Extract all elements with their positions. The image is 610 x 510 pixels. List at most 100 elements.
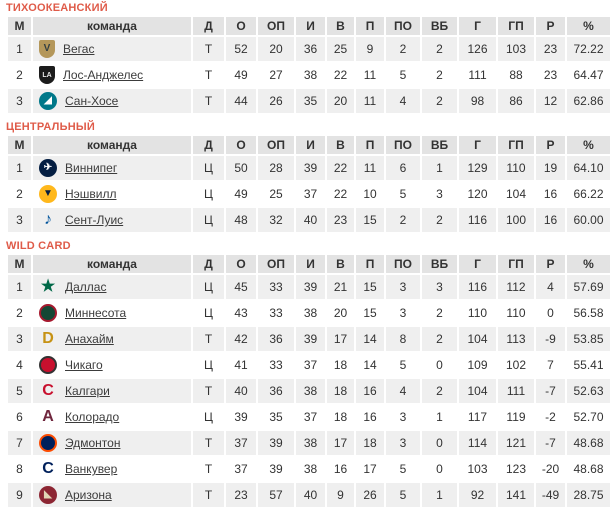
stat-cell: 38 xyxy=(296,457,325,481)
st-louis-blues-logo[interactable]: ♪ xyxy=(44,211,52,228)
stat-cell: 39 xyxy=(258,431,294,455)
stat-cell: 123 xyxy=(498,457,534,481)
stat-cell: 18 xyxy=(327,353,354,377)
team-link[interactable]: Даллас xyxy=(65,280,107,294)
column-header: П xyxy=(356,17,384,35)
stat-cell: 16 xyxy=(536,208,565,232)
column-header: ОП xyxy=(258,136,294,154)
column-header: В xyxy=(327,255,354,273)
stat-cell: Т xyxy=(193,431,224,455)
team-link[interactable]: Виннипег xyxy=(65,161,118,175)
stat-cell: 36 xyxy=(296,37,325,61)
stat-cell: 0 xyxy=(536,301,565,325)
stat-cell: 40 xyxy=(296,483,325,507)
team-link[interactable]: Калгари xyxy=(65,384,110,398)
stat-cell: 17 xyxy=(327,431,354,455)
stat-cell: 49 xyxy=(226,182,256,206)
anaheim-ducks-logo[interactable]: D xyxy=(42,330,54,347)
team-link[interactable]: Миннесота xyxy=(65,306,127,320)
stat-cell: Ц xyxy=(193,275,224,299)
rank-cell: 3 xyxy=(8,89,31,113)
stat-cell: 35 xyxy=(258,405,294,429)
stat-cell: 38 xyxy=(296,63,325,87)
stat-cell: 126 xyxy=(459,37,496,61)
team-link[interactable]: Анахайм xyxy=(65,332,114,346)
stat-cell: 17 xyxy=(356,457,384,481)
team-link[interactable]: Чикаго xyxy=(65,358,103,372)
stat-cell: 2 xyxy=(386,208,420,232)
team-link[interactable]: Лос-Анджелес xyxy=(63,68,144,82)
column-header: % xyxy=(567,17,610,35)
rank-cell: 8 xyxy=(8,457,31,481)
stat-cell: -7 xyxy=(536,379,565,403)
table-row: 1 ★ Даллас Ц 45 33 39 21 15 3 3 116 112 4 57.69 xyxy=(8,275,610,299)
dallas-stars-logo[interactable]: ★ xyxy=(40,278,56,295)
stat-cell: 23 xyxy=(327,208,354,232)
section-title: ЦЕНТРАЛЬНЫЙ xyxy=(6,121,95,133)
stat-cell: 18 xyxy=(327,379,354,403)
column-header: И xyxy=(296,17,325,35)
rank-cell: 1 xyxy=(8,37,31,61)
winnipeg-jets-logo[interactable]: ✈ xyxy=(39,159,57,177)
team-cell: ✈ Виннипег xyxy=(33,156,191,180)
edmonton-oilers-logo[interactable] xyxy=(39,434,57,452)
chicago-blackhawks-logo[interactable] xyxy=(39,356,57,374)
stat-cell: 53.85 xyxy=(567,327,610,351)
stat-cell: 1 xyxy=(422,405,457,429)
stat-cell: 16 xyxy=(356,405,384,429)
stat-cell: 52 xyxy=(226,37,256,61)
los-angeles-kings-logo[interactable]: LA xyxy=(39,66,55,84)
stat-cell: 44 xyxy=(226,89,256,113)
table-row: 8 C Ванкувер Т 37 39 38 16 17 5 0 103 123 -20 48.68 xyxy=(8,457,610,481)
team-link[interactable]: Вегас xyxy=(63,42,95,56)
table-row: 3 D Анахайм Т 42 36 39 17 14 8 2 104 113 -9 53.85 xyxy=(8,327,610,351)
stat-cell: Т xyxy=(193,379,224,403)
stat-cell: Т xyxy=(193,37,224,61)
stat-cell: 52.70 xyxy=(567,405,610,429)
vegas-golden-knights-logo[interactable]: V xyxy=(39,40,55,58)
stat-cell: 5 xyxy=(386,483,420,507)
stat-cell: 45 xyxy=(226,275,256,299)
rank-cell: 3 xyxy=(8,208,31,232)
rank-cell: 6 xyxy=(8,405,31,429)
team-link[interactable]: Эдмонтон xyxy=(65,436,121,450)
stat-cell: 36 xyxy=(258,379,294,403)
stat-cell: 16 xyxy=(327,457,354,481)
stat-cell: Т xyxy=(193,89,224,113)
stat-cell: 66.22 xyxy=(567,182,610,206)
column-header: И xyxy=(296,255,325,273)
rank-cell: 1 xyxy=(8,275,31,299)
stat-cell: 2 xyxy=(422,37,457,61)
stat-cell: 37 xyxy=(296,353,325,377)
stat-cell: 1 xyxy=(422,156,457,180)
column-header: ПО xyxy=(386,136,420,154)
stat-cell: 111 xyxy=(459,63,496,87)
stat-cell: 42 xyxy=(226,327,256,351)
stat-cell: 52.63 xyxy=(567,379,610,403)
stat-cell: 117 xyxy=(459,405,496,429)
stat-cell: 2 xyxy=(386,37,420,61)
column-header: ОП xyxy=(258,17,294,35)
team-link[interactable]: Ванкувер xyxy=(65,462,118,476)
stat-cell: 22 xyxy=(327,182,354,206)
column-header: Г xyxy=(459,136,496,154)
nashville-predators-logo[interactable]: ▼ xyxy=(39,185,57,203)
team-link[interactable]: Аризона xyxy=(65,488,112,502)
stat-cell: Т xyxy=(193,483,224,507)
calgary-flames-logo[interactable]: C xyxy=(42,382,54,399)
stat-cell: 14 xyxy=(356,327,384,351)
team-link[interactable]: Сент-Луис xyxy=(65,213,124,227)
table-row: 4 Чикаго Ц 41 33 37 18 14 5 0 109 102 7 55.41 xyxy=(8,353,610,377)
minnesota-wild-logo[interactable] xyxy=(39,304,57,322)
colorado-avalanche-logo[interactable]: A xyxy=(42,408,54,425)
stat-cell: 48.68 xyxy=(567,431,610,455)
vancouver-canucks-logo[interactable]: C xyxy=(42,460,54,477)
stat-cell: 86 xyxy=(498,89,534,113)
table-row: 1 ✈ Виннипег Ц 50 28 39 22 11 6 1 129 110 19 64.10 xyxy=(8,156,610,180)
arizona-coyotes-logo[interactable]: ◣ xyxy=(39,486,57,504)
team-link[interactable]: Нэшвилл xyxy=(65,187,117,201)
san-jose-sharks-logo[interactable]: ◢ xyxy=(39,92,57,110)
team-link[interactable]: Колорадо xyxy=(65,410,120,424)
team-link[interactable]: Сан-Хосе xyxy=(65,94,119,108)
